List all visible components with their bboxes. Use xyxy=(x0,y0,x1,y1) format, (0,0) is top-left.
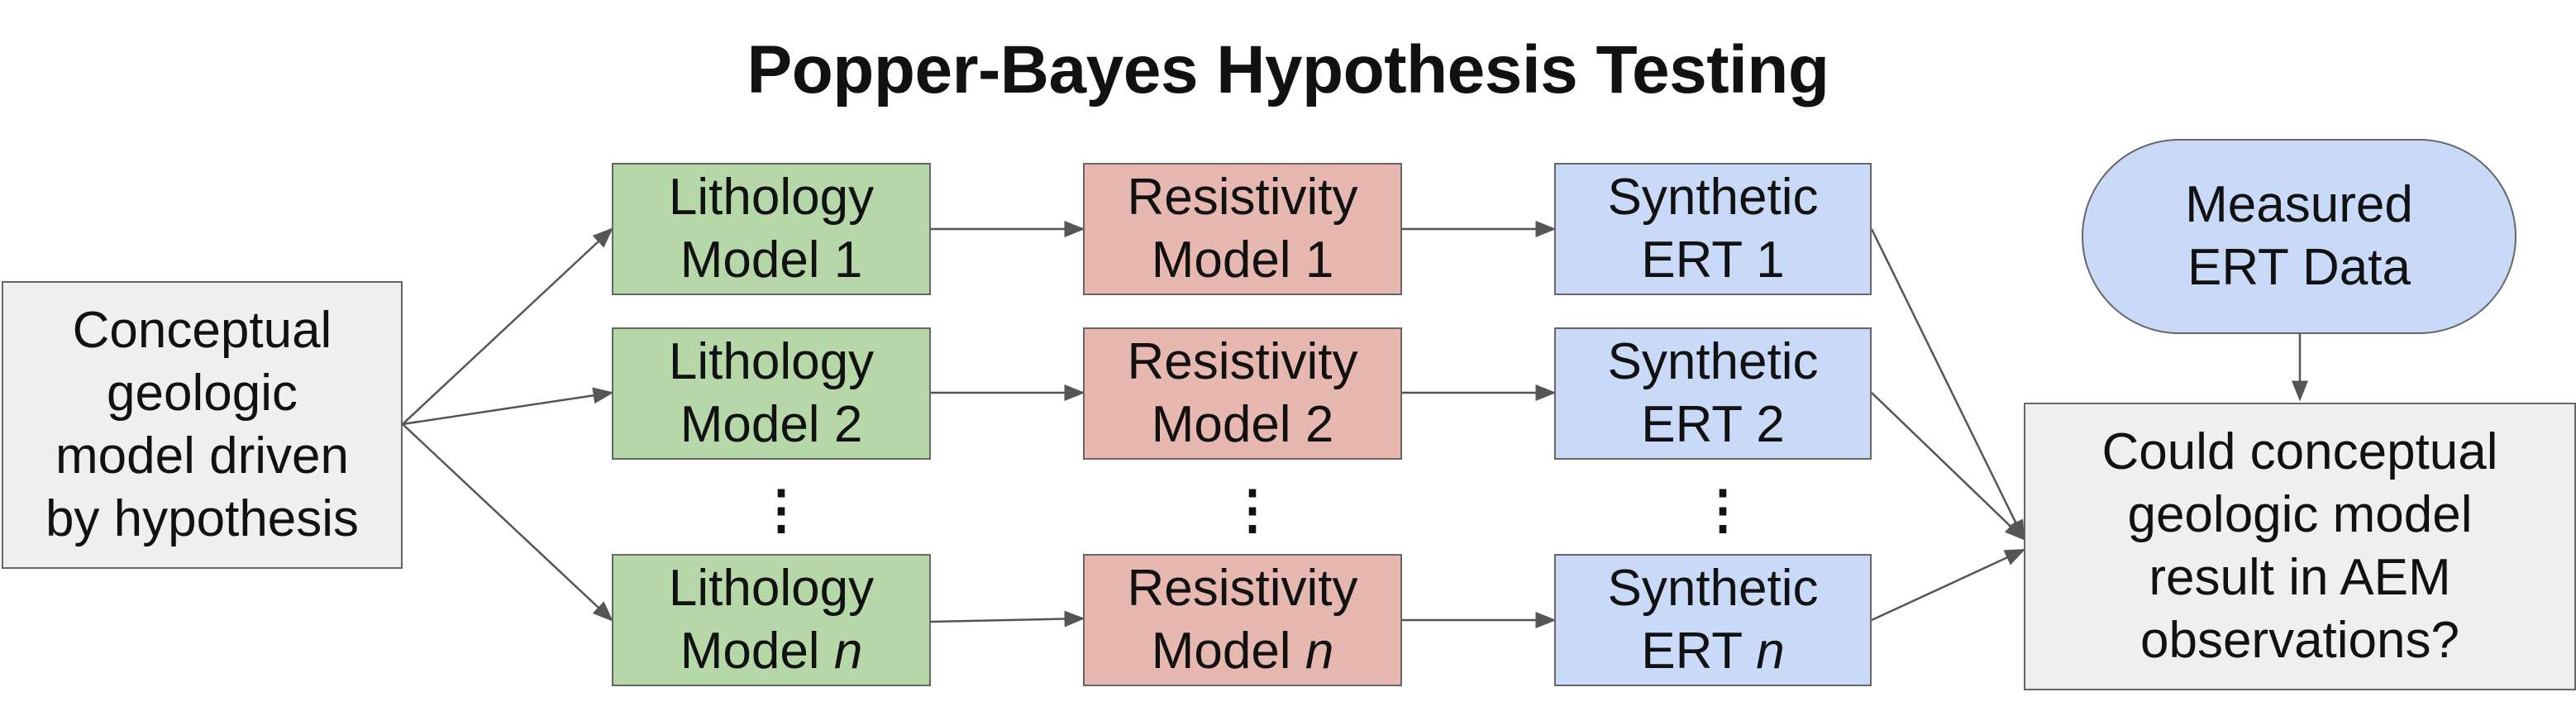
hypothesis-question-box: Could conceptual geologic model result i… xyxy=(2024,403,2576,690)
arrow-conceptual-to-lithology-2 xyxy=(402,387,614,426)
lithology-model-label: Model n xyxy=(680,623,863,680)
lithology-label: Lithology xyxy=(668,333,875,390)
resistivity-ellipsis: ⋮ xyxy=(1226,480,1279,539)
conceptual-model-box: Conceptual geologic model driven by hypo… xyxy=(2,281,403,569)
question-line: observations? xyxy=(2140,612,2460,669)
synthetic-label: Synthetic xyxy=(1607,560,1819,617)
synthetic-label: Synthetic xyxy=(1607,333,1819,390)
measured-line: Measured xyxy=(2185,176,2413,233)
synthetic-ert-2-box: Synthetic ERT 2 xyxy=(1554,327,1872,460)
conceptual-line: Conceptual xyxy=(72,302,332,359)
lithology-model-label: Model 1 xyxy=(680,232,863,289)
resistivity-model-2-box: Resistivity Model 2 xyxy=(1083,327,1402,460)
lithology-label: Lithology xyxy=(668,560,875,617)
resistivity-label: Resistivity xyxy=(1127,333,1358,390)
resistivity-label: Resistivity xyxy=(1127,169,1358,226)
synthetic-ert-n-box: Synthetic ERT n xyxy=(1554,554,1872,686)
resistivity-model-label: Model 2 xyxy=(1151,396,1334,453)
resistivity-label: Resistivity xyxy=(1127,560,1358,617)
conceptual-line: model driven xyxy=(55,427,349,484)
measured-ert-data-box: Measured ERT Data xyxy=(2082,139,2516,334)
question-line: result in AEM xyxy=(2149,549,2451,606)
lithology-label: Lithology xyxy=(668,169,875,226)
synthetic-ert-1-box: Synthetic ERT 1 xyxy=(1554,163,1872,295)
lithology-model-2-box: Lithology Model 2 xyxy=(612,327,931,460)
resistivity-model-label: Model 1 xyxy=(1151,232,1334,289)
arrow-lithology-to-resistivity-n xyxy=(930,610,1085,628)
resistivity-model-n-box: Resistivity Model n xyxy=(1083,554,1402,686)
arrow-conceptual-to-lithology-1 xyxy=(402,227,613,425)
arrow-synthetic-2-to-question xyxy=(1871,392,2025,541)
arrow-synthetic-1-to-question xyxy=(1870,228,2025,542)
lithology-model-label: Model 2 xyxy=(680,396,863,453)
conceptual-line: geologic xyxy=(107,365,298,422)
synthetic-ert-label: ERT 2 xyxy=(1641,396,1785,453)
lithology-ellipsis: ⋮ xyxy=(755,480,808,539)
resistivity-model-1-box: Resistivity Model 1 xyxy=(1083,163,1402,295)
measured-line: ERT Data xyxy=(2187,239,2411,296)
synthetic-ert-label: ERT n xyxy=(1641,623,1785,680)
lithology-model-n-box: Lithology Model n xyxy=(612,554,931,686)
synthetic-ert-label: ERT 1 xyxy=(1641,232,1785,289)
synthetic-label: Synthetic xyxy=(1607,169,1819,226)
question-line: geologic model xyxy=(2127,486,2473,543)
arrow-conceptual-to-lithology-n xyxy=(402,423,613,622)
question-line: Could conceptual xyxy=(2101,423,2498,480)
conceptual-line: by hypothesis xyxy=(45,490,360,547)
diagram-title: Popper-Bayes Hypothesis Testing xyxy=(747,32,1829,107)
arrow-synthetic-n-to-question xyxy=(1871,548,2026,622)
lithology-model-1-box: Lithology Model 1 xyxy=(612,163,931,295)
resistivity-model-label: Model n xyxy=(1151,623,1334,680)
synthetic-ellipsis: ⋮ xyxy=(1696,480,1749,539)
